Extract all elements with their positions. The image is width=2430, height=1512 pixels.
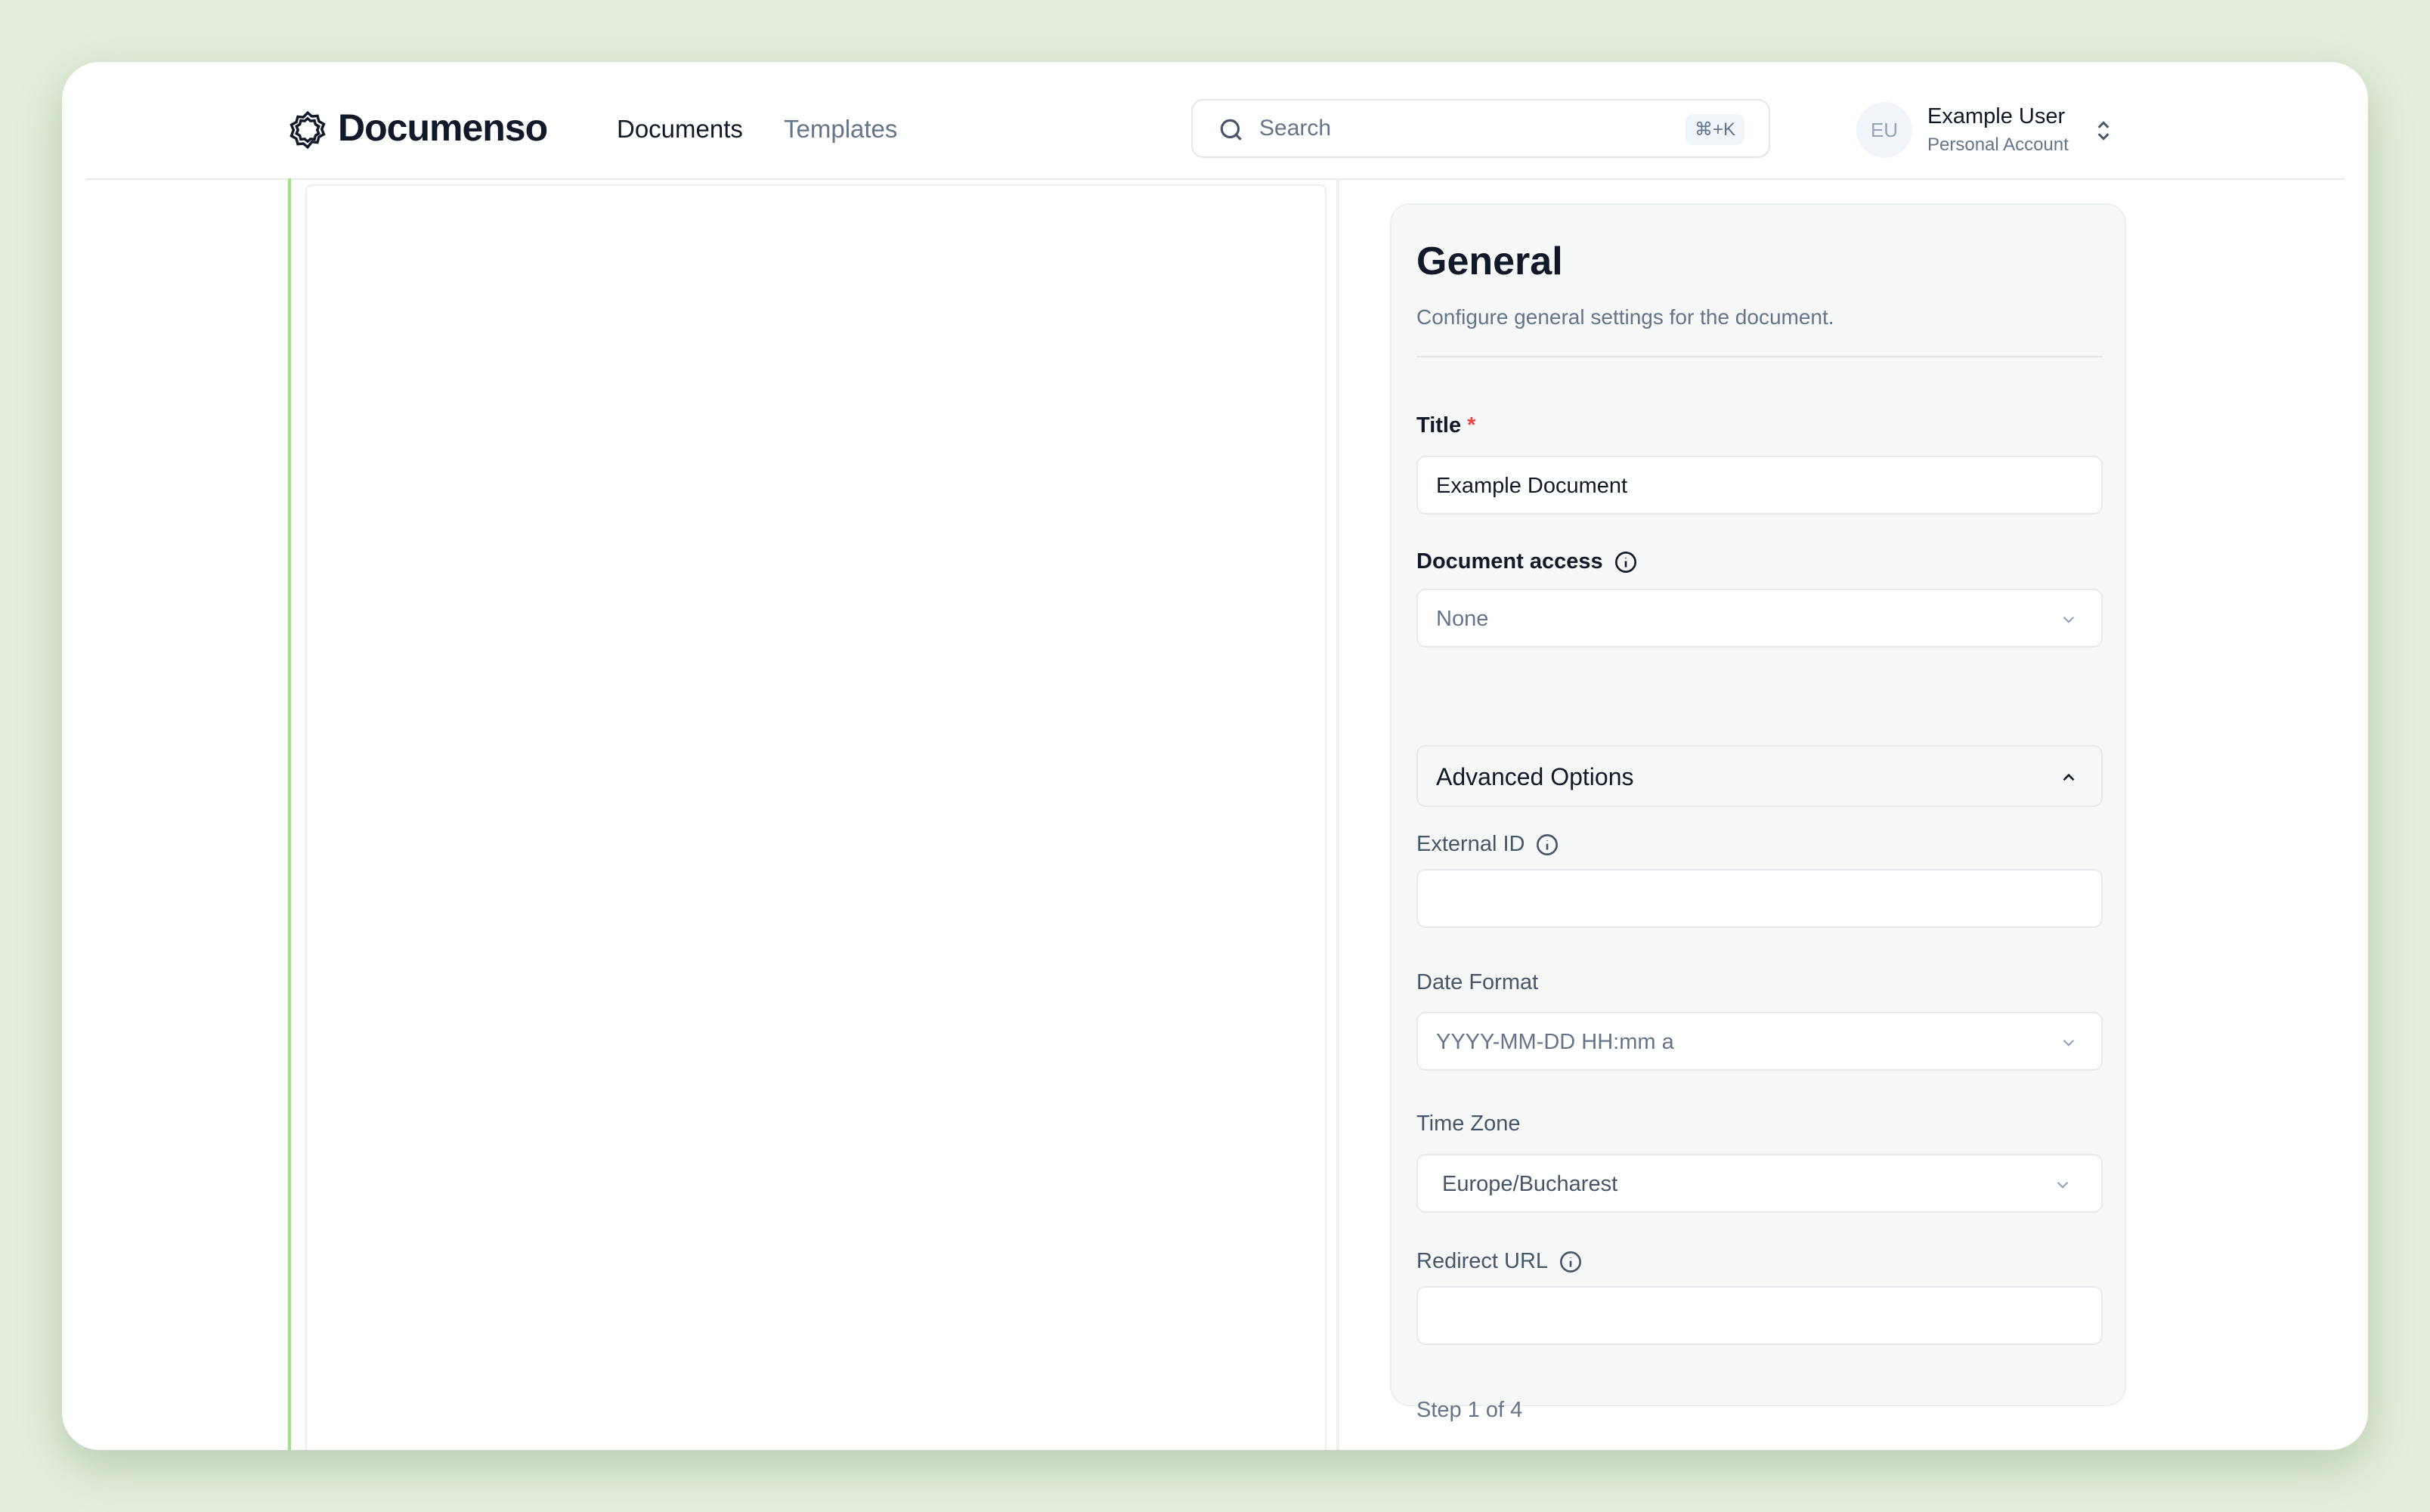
external-id-input[interactable]	[1416, 869, 2103, 928]
advanced-options-toggle[interactable]: Advanced Options	[1416, 745, 2103, 807]
advanced-options-label: Advanced Options	[1436, 763, 1634, 790]
account-name: Personal Account	[1927, 135, 2069, 155]
step-indicator: Step 1 of 4	[1416, 1398, 1523, 1422]
app-window: Documenso Documents Templates Search ⌘+K…	[62, 62, 2368, 1450]
panel-title: General	[1416, 240, 1563, 283]
panel-divider	[1416, 356, 2103, 357]
title-value: Example Document	[1436, 474, 1628, 498]
time-zone-select[interactable]: Europe/Bucharest	[1416, 1154, 2103, 1213]
chevron-down-icon	[2063, 616, 2075, 623]
date-format-select[interactable]: YYYY-MM-DD HH:mm a	[1416, 1012, 2103, 1071]
date-format-label: Date Format	[1416, 970, 1539, 994]
document-access-select[interactable]: None	[1416, 589, 2103, 648]
brand-name[interactable]: Documenso	[338, 107, 548, 149]
info-icon[interactable]	[1559, 1250, 1583, 1274]
external-id-label: External ID	[1416, 832, 1559, 857]
search-input[interactable]: Search ⌘+K	[1191, 99, 1770, 158]
logo-icon	[289, 110, 326, 150]
chevron-down-icon	[2057, 1181, 2069, 1189]
document-access-value: None	[1436, 607, 1489, 631]
required-marker: *	[1467, 413, 1476, 438]
search-icon	[1220, 119, 1242, 141]
title-label-text: Title	[1416, 413, 1462, 438]
redirect-url-label: Redirect URL	[1416, 1249, 1583, 1274]
user-name[interactable]: Example User	[1927, 104, 2066, 128]
settings-panel: General Configure general settings for t…	[1390, 203, 2126, 1422]
title-input[interactable]: Example Document	[1416, 456, 2103, 515]
search-placeholder: Search	[1259, 116, 1332, 141]
info-icon[interactable]	[1535, 833, 1559, 857]
nav-documents[interactable]: Documents	[617, 115, 743, 143]
redirect-url-input[interactable]	[1416, 1286, 2103, 1345]
document-access-label-text: Document access	[1416, 549, 1603, 574]
nav-templates[interactable]: Templates	[784, 115, 898, 143]
chevron-up-down-icon[interactable]	[2094, 118, 2113, 144]
chevron-up-icon	[2063, 773, 2075, 781]
header-divider	[85, 178, 2345, 180]
chevron-down-icon	[2063, 1039, 2075, 1047]
panel-description: Configure general settings for the docum…	[1416, 305, 1834, 329]
date-format-value: YYYY-MM-DD HH:mm a	[1436, 1030, 1674, 1054]
avatar[interactable]: EU	[1856, 102, 1912, 158]
time-zone-label: Time Zone	[1416, 1112, 1521, 1136]
document-access-label: Document access	[1416, 549, 1638, 574]
document-viewer[interactable]	[305, 184, 1326, 1450]
time-zone-value: Europe/Bucharest	[1442, 1172, 1618, 1196]
external-id-label-text: External ID	[1416, 832, 1525, 856]
info-icon[interactable]	[1614, 550, 1638, 574]
redirect-url-label-text: Redirect URL	[1416, 1249, 1549, 1273]
search-shortcut: ⌘+K	[1685, 114, 1744, 145]
viewer-separator	[1336, 178, 1339, 1450]
title-label: Title *	[1416, 413, 1475, 438]
document-edge-accent	[288, 178, 291, 1450]
